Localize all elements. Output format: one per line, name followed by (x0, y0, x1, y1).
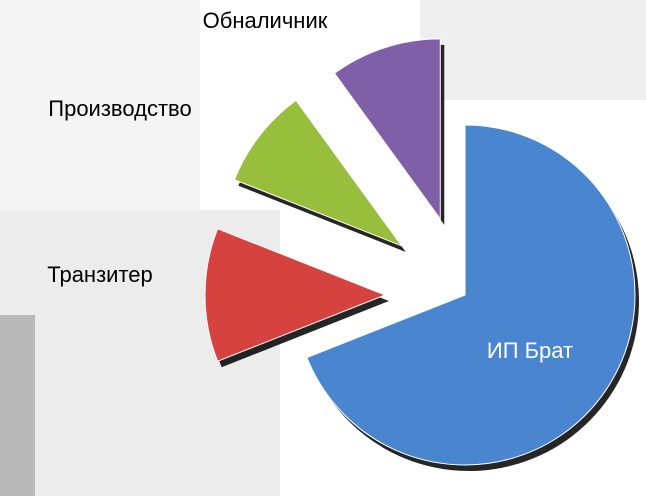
slice-label: ИП Брат (487, 338, 573, 363)
background-panel (420, 0, 646, 100)
slice-label: Производство (48, 96, 191, 121)
photo-fragment (0, 315, 35, 496)
slice-label: Транзитер (47, 262, 153, 287)
chart: ИП Брат Транзитер Производство Обналичник (0, 0, 646, 496)
slice-label: Обналичник (203, 8, 328, 33)
